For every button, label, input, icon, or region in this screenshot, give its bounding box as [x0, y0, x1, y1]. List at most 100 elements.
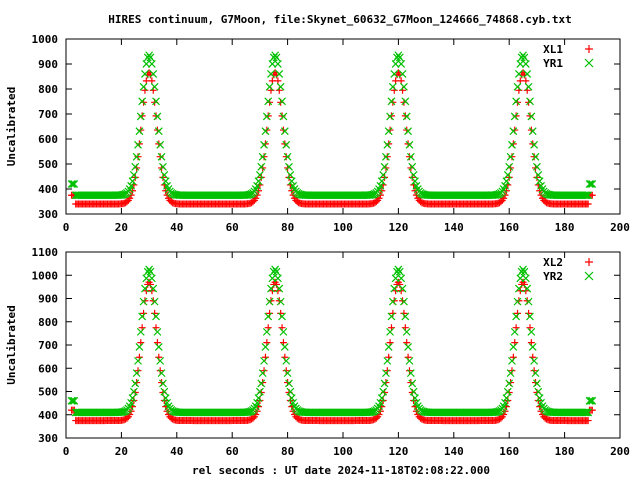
data-point	[505, 173, 513, 181]
data-point	[502, 394, 511, 402]
data-point	[265, 82, 274, 91]
data-point	[585, 396, 594, 405]
data-point	[408, 162, 417, 171]
data-point	[395, 53, 404, 62]
series-yr2	[67, 265, 597, 417]
data-point	[257, 162, 266, 171]
data-point	[514, 284, 523, 293]
data-point	[154, 343, 163, 351]
data-point	[497, 414, 505, 422]
data-point	[530, 356, 539, 365]
data-point	[513, 82, 522, 91]
data-point	[283, 369, 292, 378]
data-point	[513, 297, 522, 306]
data-point	[156, 356, 165, 365]
legend-marker	[585, 45, 593, 53]
data-point	[250, 187, 259, 196]
data-point	[501, 181, 509, 190]
data-point	[286, 387, 295, 396]
data-point	[250, 404, 259, 413]
data-point	[134, 153, 142, 161]
data-point	[249, 198, 257, 206]
y-tick-label: 900	[38, 293, 58, 306]
data-point	[147, 274, 156, 283]
x-tick-label: 20	[115, 445, 128, 458]
data-point	[368, 190, 377, 199]
data-point	[383, 356, 392, 365]
data-point	[143, 267, 152, 276]
data-point	[149, 284, 158, 293]
data-point	[391, 59, 400, 68]
data-point	[377, 177, 386, 186]
data-point	[267, 70, 275, 78]
data-point	[128, 394, 137, 402]
data-point	[278, 97, 286, 106]
data-point	[536, 187, 544, 195]
data-point	[380, 379, 389, 388]
y-tick-label: 300	[38, 432, 58, 445]
data-point	[400, 82, 408, 91]
data-point	[150, 82, 159, 91]
data-point	[383, 367, 391, 375]
data-point	[405, 367, 413, 375]
y-tick-label: 500	[38, 158, 58, 171]
data-point	[139, 82, 148, 91]
data-point	[380, 162, 389, 171]
data-point	[492, 190, 501, 199]
data-point	[503, 170, 512, 179]
data-point	[282, 367, 290, 375]
data-point	[69, 396, 77, 405]
data-point	[582, 191, 591, 200]
data-point	[532, 162, 541, 171]
data-point	[67, 180, 76, 188]
data-point	[283, 152, 292, 161]
data-point	[135, 127, 144, 136]
data-point	[534, 387, 543, 396]
data-point	[253, 398, 262, 407]
data-point	[390, 284, 399, 293]
data-point	[258, 152, 267, 161]
data-point	[279, 327, 288, 336]
data-point	[379, 170, 388, 179]
data-point	[285, 162, 293, 171]
data-point	[257, 173, 265, 181]
data-point	[402, 327, 411, 336]
data-point	[141, 284, 149, 293]
data-point	[395, 267, 404, 276]
data-point	[253, 181, 262, 190]
data-point	[508, 356, 516, 365]
data-point	[152, 97, 160, 106]
data-point	[153, 112, 162, 121]
x-axis-label: rel seconds : UT date 2024-11-18T02:08:2…	[192, 464, 490, 477]
data-point	[506, 369, 515, 378]
plot-frame	[65, 38, 621, 215]
data-point	[129, 387, 138, 396]
data-point	[396, 280, 404, 288]
data-point	[503, 387, 512, 396]
data-point	[368, 408, 377, 416]
y-axis-label: Uncalibrated	[5, 305, 18, 384]
x-tick-label: 120	[388, 221, 408, 234]
data-point	[382, 369, 390, 378]
data-point	[408, 379, 417, 388]
y-tick-label: 900	[38, 58, 58, 71]
data-point	[272, 267, 281, 276]
data-point	[261, 127, 270, 136]
data-point	[159, 162, 167, 171]
legend-marker	[585, 258, 593, 266]
data-point	[129, 170, 138, 179]
data-point	[520, 267, 529, 276]
data-point	[411, 394, 419, 402]
data-point	[384, 343, 393, 351]
data-point	[512, 97, 521, 106]
data-point	[282, 356, 291, 365]
data-point	[528, 343, 537, 351]
data-point	[260, 153, 268, 161]
x-tick-label: 100	[333, 445, 353, 458]
data-point	[161, 177, 170, 186]
data-point	[271, 265, 280, 274]
data-point	[377, 394, 386, 402]
data-point	[387, 312, 396, 321]
data-point	[132, 369, 141, 378]
data-point	[275, 70, 284, 78]
